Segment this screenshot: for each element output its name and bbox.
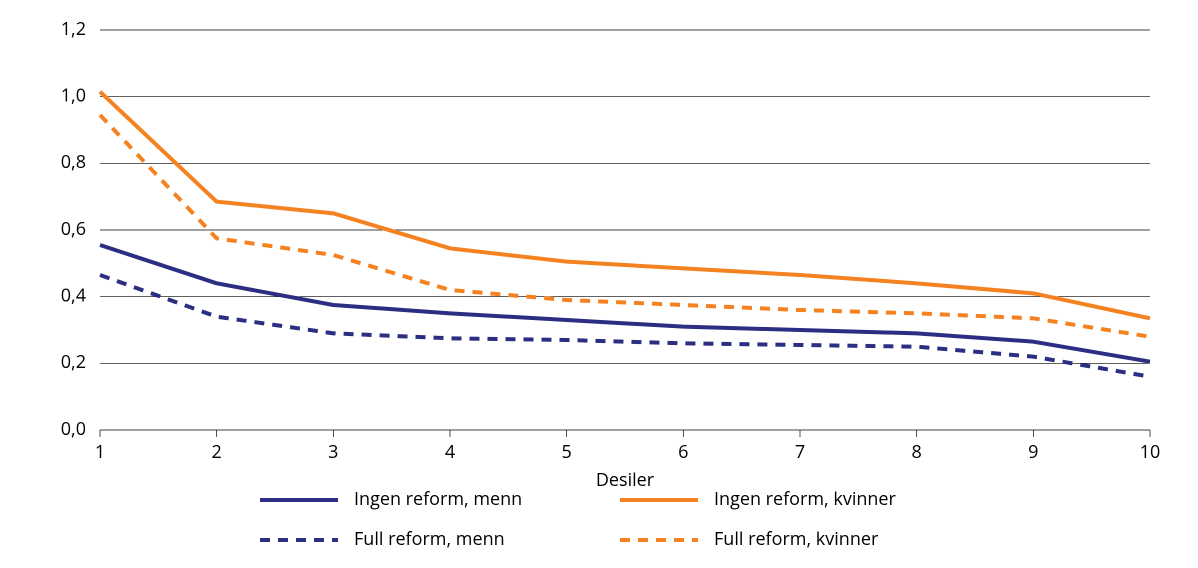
x-tick-label: 4 [445, 440, 455, 464]
x-tick-label: 5 [562, 440, 572, 464]
legend-label: Full reform, menn [354, 527, 505, 551]
x-axis-label: Desiler [596, 468, 655, 492]
legend-label: Ingen reform, kvinner [714, 487, 897, 511]
x-tick-label: 8 [912, 440, 922, 464]
y-tick-label: 1,2 [61, 17, 86, 41]
y-tick-label: 1,0 [61, 83, 86, 107]
x-tick-label: 7 [795, 440, 805, 464]
x-tick-label: 2 [212, 440, 222, 464]
x-tick-label: 3 [328, 440, 338, 464]
legend-label: Ingen reform, menn [354, 487, 522, 511]
y-tick-label: 0,2 [61, 350, 86, 374]
line-chart: 0,0 0,2 0,4 0,6 0,8 1,0 1,2 1 2 3 4 5 6 7 8 9 10 Desiler I… [0, 0, 1198, 568]
x-tick-label: 9 [1028, 440, 1038, 464]
y-tick-label: 0,0 [61, 417, 86, 441]
x-tick-label: 10 [1140, 440, 1161, 464]
legend-label: Full reform, kvinner [714, 527, 879, 551]
y-tick-label: 0,6 [61, 217, 86, 241]
x-tick-label: 1 [95, 440, 105, 464]
y-tick-label: 0,4 [61, 283, 86, 307]
x-tick-label: 6 [678, 440, 688, 464]
y-tick-label: 0,8 [61, 150, 86, 174]
